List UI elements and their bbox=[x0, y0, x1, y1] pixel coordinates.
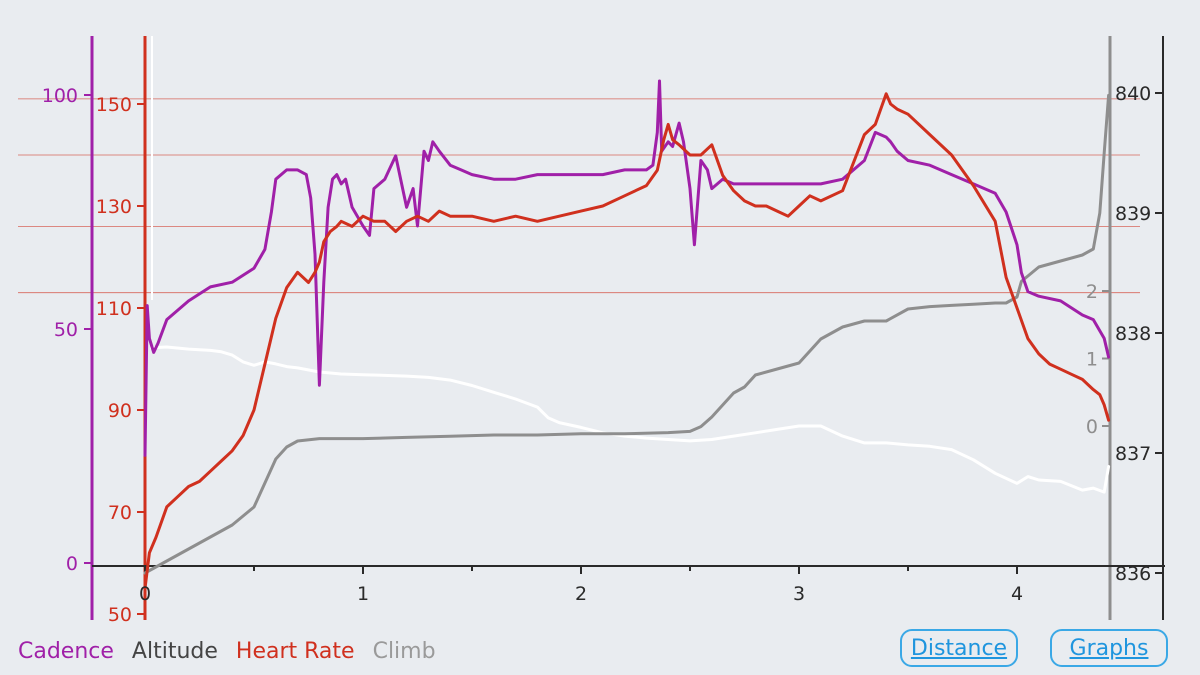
distance-button[interactable]: Distance bbox=[900, 629, 1018, 667]
heart_rate-tick-label-5: 150 bbox=[96, 94, 132, 116]
legend: Cadence Altitude Heart Rate Climb bbox=[18, 639, 436, 664]
x-tick-label-1: 1 bbox=[357, 583, 369, 605]
chart: 0 50 100 50 70 90 110 130 150 0 1 2 836 837 838 839 840 0… bbox=[18, 36, 1165, 625]
tick-labels: 0 50 100 50 70 90 110 130 150 0 1 2 836 837 838 839 840 0… bbox=[42, 83, 1152, 625]
climb-tick-label-2: 2 bbox=[1086, 281, 1098, 303]
heart_rate-tick-label-3: 110 bbox=[96, 298, 132, 320]
x-tick-label-2: 2 bbox=[575, 583, 587, 605]
series-lines bbox=[143, 79, 1111, 590]
graphs-button[interactable]: Graphs bbox=[1050, 629, 1168, 667]
heart_rate-tick-label-4: 130 bbox=[96, 196, 132, 218]
axes bbox=[84, 36, 1165, 620]
x-tick-label-3: 3 bbox=[793, 583, 805, 605]
heart_rate-tick-label-2: 90 bbox=[108, 400, 132, 422]
legend-climb: Climb bbox=[372, 639, 436, 664]
altitude-tick-label-1: 837 bbox=[1115, 443, 1151, 465]
heart_rate-tick-label-1: 70 bbox=[108, 502, 132, 524]
legend-altitude: Altitude bbox=[131, 639, 218, 664]
cadence-tick-label-2: 100 bbox=[42, 85, 78, 107]
climb-tick-label-0: 0 bbox=[1086, 416, 1098, 438]
series-altitude bbox=[143, 93, 1111, 575]
cadence-tick-label-1: 50 bbox=[54, 319, 78, 341]
series-heart-rate bbox=[143, 92, 1111, 590]
climb-tick-label-1: 1 bbox=[1086, 349, 1098, 371]
series-climb bbox=[150, 345, 1111, 494]
reference-lines bbox=[18, 98, 1140, 294]
altitude-tick-label-3: 839 bbox=[1115, 203, 1151, 225]
legend-heart-rate: Heart Rate bbox=[235, 639, 355, 664]
x-tick-label-4: 4 bbox=[1011, 583, 1023, 605]
legend-cadence: Cadence bbox=[18, 639, 114, 664]
heart_rate-tick-label-0: 50 bbox=[108, 604, 132, 625]
x-tick-label-0: 0 bbox=[139, 583, 151, 605]
altitude-tick-label-2: 838 bbox=[1115, 323, 1151, 345]
altitude-tick-label-0: 836 bbox=[1115, 563, 1151, 585]
altitude-tick-label-4: 840 bbox=[1115, 83, 1151, 105]
series-cadence bbox=[143, 79, 1111, 457]
cadence-tick-label-0: 0 bbox=[66, 553, 78, 575]
